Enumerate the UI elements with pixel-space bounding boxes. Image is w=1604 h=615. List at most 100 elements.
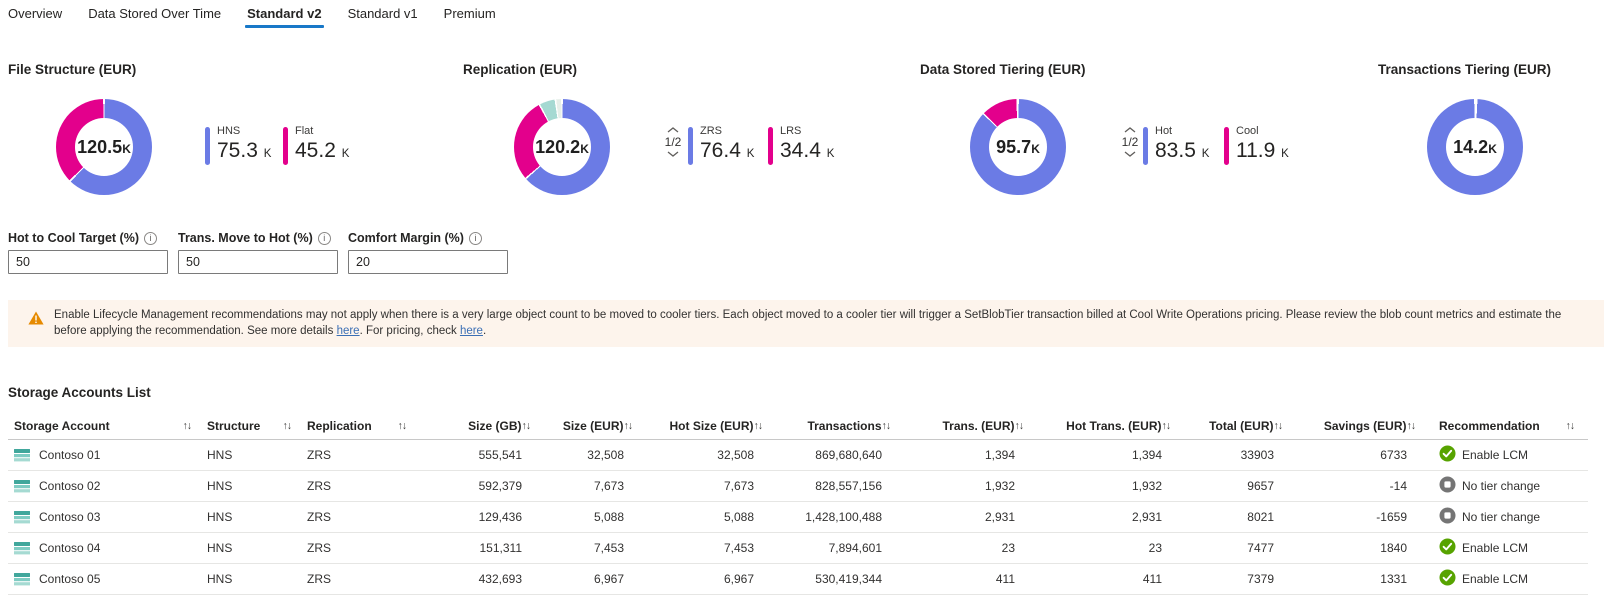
table-row[interactable]: Contoso 02 HNS ZRS 592,379 7,673 7,673 8…: [8, 471, 1588, 502]
sort-icon[interactable]: ↑↓: [753, 420, 763, 432]
structure-value: HNS: [207, 572, 233, 586]
recommendation-label: Enable LCM: [1462, 572, 1529, 586]
donut-center-value: 14.2K: [1453, 136, 1497, 157]
total-eur-value: 9657: [1247, 479, 1274, 493]
sort-icon[interactable]: ↑↓: [623, 420, 633, 432]
col-header-recommendation[interactable]: Recommendation ↑↓: [1439, 419, 1575, 433]
legend-item-lrs: LRS 34.4 K: [768, 125, 834, 167]
table-row[interactable]: Contoso 03 HNS ZRS 129,436 5,088 5,088 1…: [8, 502, 1588, 533]
tab-overview[interactable]: Overview: [8, 6, 63, 21]
legend-item-hot: Hot 83.5 K: [1143, 125, 1209, 167]
table-row[interactable]: Contoso 05 HNS ZRS 432,693 6,967 6,967 5…: [8, 564, 1588, 595]
recommendation-label: No tier change: [1462, 510, 1541, 524]
recommendation-cell: No tier change: [1417, 507, 1588, 527]
sort-icon[interactable]: ↑↓: [397, 420, 407, 432]
comfort-margin-input[interactable]: [348, 250, 508, 274]
recommendation-icon: [1439, 569, 1456, 589]
chevron-up-icon[interactable]: [1123, 126, 1137, 134]
col-header-storage-account[interactable]: Storage Account ↑↓: [14, 419, 192, 433]
table-row[interactable]: Contoso 04 HNS ZRS 151,311 7,453 7,453 7…: [8, 533, 1588, 564]
donut-hole: 120.5K: [75, 118, 133, 176]
total-eur-value: 8021: [1247, 510, 1274, 524]
donut-replication[interactable]: 120.2K: [514, 99, 610, 195]
size-eur-value: 5,088: [593, 510, 624, 524]
recommendation-cell: Enable LCM: [1417, 538, 1588, 558]
sort-icon[interactable]: ↑↓: [1406, 420, 1416, 432]
chevron-down-icon[interactable]: [1123, 150, 1137, 158]
size-gb-value: 151,311: [479, 541, 523, 555]
hot-size-eur-value: 7,673: [723, 479, 754, 493]
chart-title-transactions-tiering: Transactions Tiering (EUR): [1378, 62, 1552, 77]
donut-hole: 120.2K: [533, 118, 591, 176]
col-header-trans-eur[interactable]: Trans. (EUR) ↑↓: [942, 419, 1024, 433]
sort-icon[interactable]: ↑↓: [1565, 420, 1575, 432]
hot-to-cool-target-input[interactable]: [8, 250, 168, 274]
size-eur-value: 6,967: [593, 572, 624, 586]
tab-data-stored-over-time[interactable]: Data Stored Over Time: [88, 6, 222, 21]
tab-standard-v2[interactable]: Standard v2: [245, 6, 324, 28]
label-trans-move-to-hot: Trans. Move to Hot (%) i: [178, 231, 331, 245]
trans-eur-value: 23: [1001, 541, 1015, 555]
storage-accounts-list-title: Storage Accounts List: [8, 385, 151, 400]
col-header-transactions[interactable]: Transactions ↑↓: [807, 419, 891, 433]
hot-trans-eur-value: 1,932: [1131, 479, 1162, 493]
sort-icon[interactable]: ↑↓: [1014, 420, 1024, 432]
trans-move-to-hot-input[interactable]: [178, 250, 338, 274]
storage-account-name: Contoso 01: [39, 448, 101, 462]
storage-accounts-table: Storage Account ↑↓ Structure ↑↓ Replicatio…: [8, 413, 1588, 595]
col-header-hot-size-eur[interactable]: Hot Size (EUR) ↑↓: [669, 419, 763, 433]
col-header-total-eur[interactable]: Total (EUR) ↑↓: [1209, 419, 1283, 433]
sort-icon[interactable]: ↑↓: [1273, 420, 1283, 432]
info-icon[interactable]: i: [468, 231, 482, 245]
sort-icon[interactable]: ↑↓: [1161, 420, 1171, 432]
col-header-size-eur[interactable]: Size (EUR) ↑↓: [562, 419, 633, 433]
table-row[interactable]: Contoso 01 HNS ZRS 555,541 32,508 32,508…: [8, 440, 1588, 471]
tab-premium[interactable]: Premium: [443, 6, 496, 21]
size-gb-value: 129,436: [478, 510, 522, 524]
info-icon[interactable]: i: [317, 231, 331, 245]
recommendation-icon: [1439, 507, 1456, 527]
donut-center-value: 95.7K: [996, 136, 1040, 157]
tab-bar: Overview Data Stored Over Time Standard …: [8, 0, 496, 32]
label-comfort-margin: Comfort Margin (%) i: [348, 231, 482, 245]
warning-text: Enable Lifecycle Management recommendati…: [54, 309, 1562, 337]
sort-icon[interactable]: ↑↓: [282, 420, 292, 432]
storage-account-name: Contoso 02: [39, 479, 101, 493]
pager-page-indicator: 1/2: [664, 135, 682, 149]
col-header-hot-trans-eur[interactable]: Hot Trans. (EUR) ↑↓: [1066, 419, 1171, 433]
storage-account-name: Contoso 04: [39, 541, 101, 555]
donut-transactions-tiering[interactable]: 14.2K: [1427, 99, 1523, 195]
sort-icon[interactable]: ↑↓: [521, 420, 531, 432]
structure-value: HNS: [207, 479, 233, 493]
sort-icon[interactable]: ↑↓: [182, 420, 192, 432]
legend-pager-data-stored: 1/2: [1118, 126, 1142, 158]
chart-title-file-structure: File Structure (EUR): [8, 62, 137, 77]
donut-center-value: 120.2K: [535, 136, 589, 157]
size-eur-value: 32,508: [587, 448, 624, 462]
chevron-down-icon[interactable]: [666, 150, 680, 158]
storage-account-name: Contoso 05: [39, 572, 101, 586]
donut-file-structure[interactable]: 120.5K: [56, 99, 152, 195]
pricing-link[interactable]: here: [459, 324, 483, 337]
donut-data-stored-tiering[interactable]: 95.7K: [970, 99, 1066, 195]
size-gb-value: 432,693: [478, 572, 522, 586]
sort-icon[interactable]: ↑↓: [881, 420, 891, 432]
savings-eur-value: 6733: [1380, 448, 1407, 462]
transactions-value: 828,557,156: [815, 479, 882, 493]
info-icon[interactable]: i: [144, 231, 157, 245]
col-header-savings-eur[interactable]: Savings (EUR) ↑↓: [1323, 419, 1416, 433]
savings-eur-value: 1840: [1380, 541, 1407, 555]
tab-standard-v1[interactable]: Standard v1: [347, 6, 418, 21]
transactions-value: 7,894,601: [828, 541, 882, 555]
chevron-up-icon[interactable]: [666, 126, 680, 134]
col-header-size-gb[interactable]: Size (GB) ↑↓: [468, 419, 531, 433]
legend-item-hns: HNS 75.3 K: [205, 125, 271, 167]
col-header-replication[interactable]: Replication ↑↓: [307, 419, 407, 433]
recommendation-label: Enable LCM: [1462, 541, 1529, 555]
details-link[interactable]: here: [336, 324, 360, 337]
savings-eur-value: 1331: [1380, 572, 1407, 586]
storage-account-icon: [14, 448, 30, 461]
size-eur-value: 7,453: [593, 541, 624, 555]
col-header-structure[interactable]: Structure ↑↓: [207, 419, 292, 433]
chart-title-replication: Replication (EUR): [463, 62, 578, 77]
